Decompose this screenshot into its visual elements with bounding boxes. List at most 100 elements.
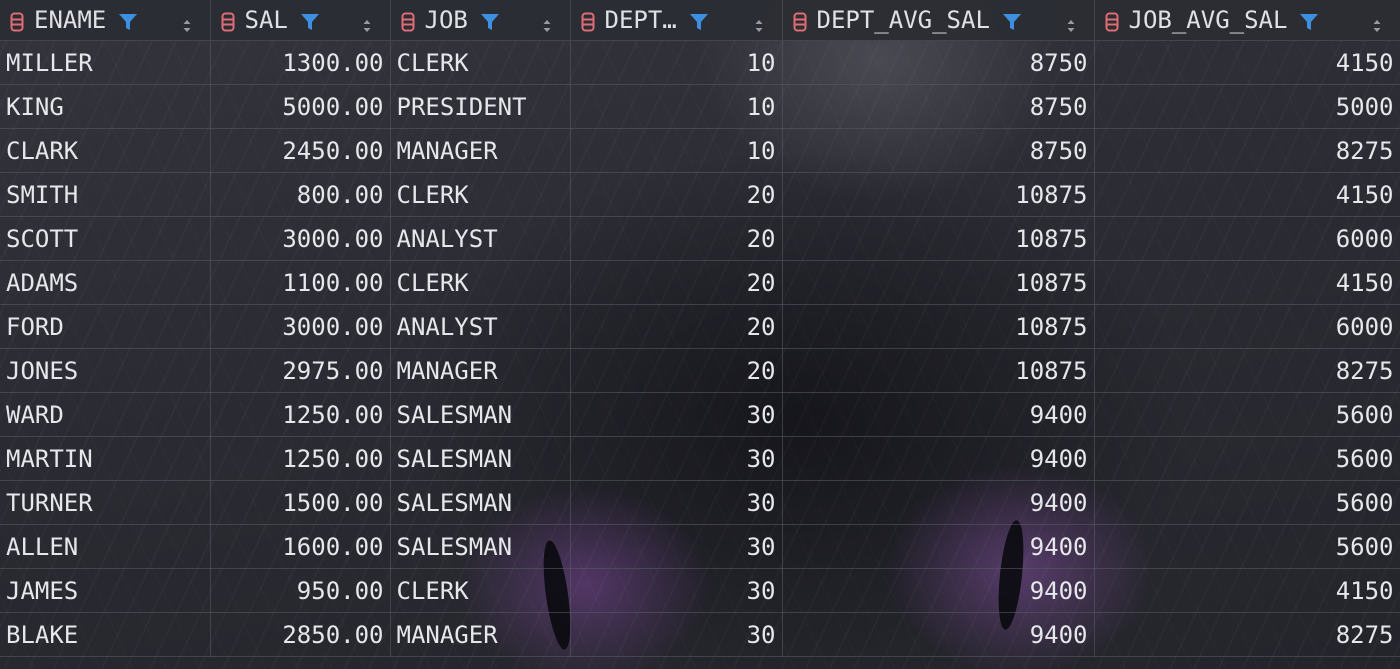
sort-icon[interactable] [362,12,372,32]
table-cell[interactable]: CLARK [0,128,211,173]
table-cell[interactable]: 9400 [782,612,1095,657]
column-header[interactable]: SAL [210,0,391,41]
table-cell[interactable]: 10 [570,128,783,173]
column-header[interactable]: DEPT_AVG_SAL [782,0,1095,41]
table-cell[interactable]: 950.00 [210,568,391,613]
table-cell[interactable]: 9400 [782,568,1095,613]
table-cell[interactable]: 30 [570,480,783,525]
filter-icon[interactable] [1299,10,1319,30]
table-cell[interactable]: SMITH [0,172,211,217]
table-row[interactable]: JAMES 950.00 CLERK 30 9400 4150 [0,568,1400,613]
filter-icon[interactable] [480,10,500,30]
table-cell[interactable]: 8750 [782,128,1095,173]
table-cell[interactable]: 5600 [1094,436,1400,481]
table-cell[interactable]: WARD [0,392,211,437]
table-cell[interactable]: SALESMAN [390,436,571,481]
table-cell[interactable]: 8750 [782,84,1095,129]
table-cell[interactable]: 9400 [782,480,1095,525]
table-cell[interactable]: ANALYST [390,216,571,261]
table-cell[interactable]: 10875 [782,172,1095,217]
table-cell[interactable]: 10875 [782,304,1095,349]
sort-icon[interactable] [542,12,552,32]
table-cell[interactable]: 20 [570,348,783,393]
table-row[interactable]: FORD 3000.00 ANALYST 20 10875 6000 [0,304,1400,349]
table-cell[interactable]: MARTIN [0,436,211,481]
table-cell[interactable]: ADAMS [0,260,211,305]
table-cell[interactable]: MANAGER [390,612,571,657]
table-cell[interactable]: PRESIDENT [390,84,571,129]
table-cell[interactable]: 10 [570,84,783,129]
column-header[interactable]: DEPT… [570,0,783,41]
table-cell[interactable]: MILLER [0,40,211,85]
table-cell[interactable]: 1600.00 [210,524,391,569]
table-cell[interactable]: 5000.00 [210,84,391,129]
table-cell[interactable]: 9400 [782,392,1095,437]
filter-icon[interactable] [1002,10,1022,30]
table-cell[interactable]: CLERK [390,568,571,613]
filter-icon[interactable] [300,10,320,30]
table-cell[interactable]: MANAGER [390,128,571,173]
table-cell[interactable]: JAMES [0,568,211,613]
filter-icon[interactable] [118,10,138,30]
table-cell[interactable]: 1250.00 [210,392,391,437]
table-cell[interactable]: 30 [570,612,783,657]
table-row[interactable]: BLAKE 2850.00 MANAGER 30 9400 8275 [0,612,1400,657]
table-cell[interactable]: 30 [570,436,783,481]
table-cell[interactable]: 5000 [1094,84,1400,129]
table-cell[interactable]: 20 [570,216,783,261]
table-cell[interactable]: 10875 [782,216,1095,261]
table-cell[interactable]: BLAKE [0,612,211,657]
sort-icon[interactable] [754,12,764,32]
table-row[interactable]: MILLER 1300.00 CLERK 10 8750 4150 [0,40,1400,85]
table-cell[interactable]: 3000.00 [210,304,391,349]
table-row[interactable]: KING 5000.00 PRESIDENT 10 8750 5000 [0,84,1400,129]
table-cell[interactable]: CLERK [390,172,571,217]
table-cell[interactable]: 10875 [782,348,1095,393]
table-cell[interactable]: SCOTT [0,216,211,261]
table-cell[interactable]: 20 [570,304,783,349]
table-cell[interactable]: 8275 [1094,348,1400,393]
table-cell[interactable]: 2450.00 [210,128,391,173]
table-cell[interactable]: 8275 [1094,128,1400,173]
table-cell[interactable]: 30 [570,524,783,569]
table-row[interactable]: SMITH 800.00 CLERK 20 10875 4150 [0,172,1400,217]
table-cell[interactable]: 9400 [782,524,1095,569]
table-cell[interactable]: 10875 [782,260,1095,305]
table-cell[interactable]: 9400 [782,436,1095,481]
sort-icon[interactable] [1066,12,1076,32]
table-cell[interactable]: ANALYST [390,304,571,349]
table-row[interactable]: TURNER 1500.00 SALESMAN 30 9400 5600 [0,480,1400,525]
table-row[interactable]: ALLEN 1600.00 SALESMAN 30 9400 5600 [0,524,1400,569]
table-row[interactable]: JONES 2975.00 MANAGER 20 10875 8275 [0,348,1400,393]
table-cell[interactable]: FORD [0,304,211,349]
table-row[interactable]: WARD 1250.00 SALESMAN 30 9400 5600 [0,392,1400,437]
column-header[interactable]: JOB [390,0,571,41]
table-row[interactable]: ADAMS 1100.00 CLERK 20 10875 4150 [0,260,1400,305]
table-cell[interactable]: 8275 [1094,612,1400,657]
table-cell[interactable]: 800.00 [210,172,391,217]
table-cell[interactable]: SALESMAN [390,480,571,525]
table-cell[interactable]: 5600 [1094,524,1400,569]
table-cell[interactable]: 2850.00 [210,612,391,657]
table-cell[interactable]: CLERK [390,40,571,85]
table-cell[interactable]: 1250.00 [210,436,391,481]
column-header[interactable]: JOB_AVG_SAL [1094,0,1400,41]
table-cell[interactable]: 20 [570,260,783,305]
table-cell[interactable]: JONES [0,348,211,393]
table-cell[interactable]: 8750 [782,40,1095,85]
table-cell[interactable]: 20 [570,172,783,217]
table-cell[interactable]: CLERK [390,260,571,305]
table-cell[interactable]: 4150 [1094,568,1400,613]
table-cell[interactable]: 30 [570,568,783,613]
table-cell[interactable]: 1300.00 [210,40,391,85]
column-header[interactable]: ENAME [0,0,211,41]
table-cell[interactable]: 4150 [1094,40,1400,85]
table-cell[interactable]: 5600 [1094,480,1400,525]
table-cell[interactable]: 1100.00 [210,260,391,305]
table-cell[interactable]: TURNER [0,480,211,525]
table-cell[interactable]: 1500.00 [210,480,391,525]
table-row[interactable]: CLARK 2450.00 MANAGER 10 8750 8275 [0,128,1400,173]
table-cell[interactable]: 4150 [1094,172,1400,217]
table-cell[interactable]: ALLEN [0,524,211,569]
table-row[interactable]: MARTIN 1250.00 SALESMAN 30 9400 5600 [0,436,1400,481]
